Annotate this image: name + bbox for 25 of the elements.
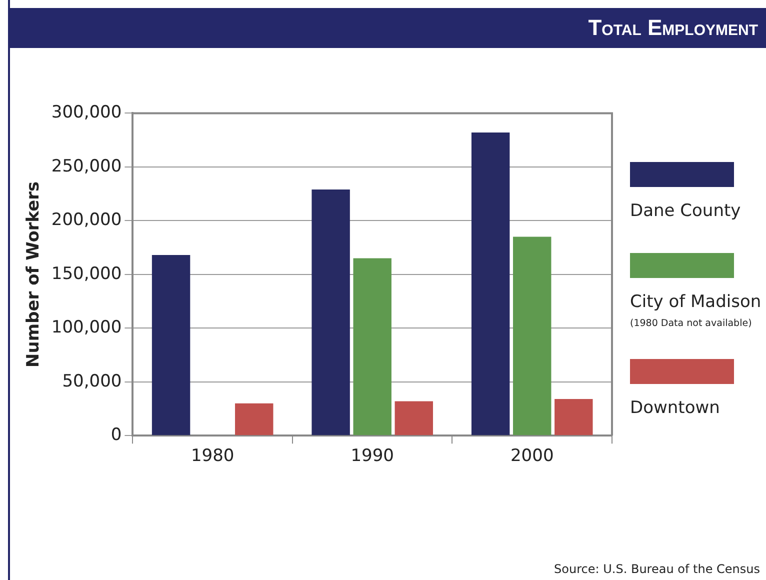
y-tick-label: 150,000 — [51, 264, 122, 284]
bar — [312, 190, 350, 436]
y-tick-label: 50,000 — [62, 371, 122, 392]
x-tick-label: 1990 — [350, 446, 394, 466]
y-tick-label: 100,000 — [51, 318, 122, 338]
bar — [152, 255, 190, 436]
y-tick-label: 250,000 — [51, 156, 122, 176]
bar — [394, 401, 433, 436]
bar — [235, 403, 274, 436]
bar — [471, 132, 510, 436]
y-tick-label: 300,000 — [51, 102, 122, 123]
source-note: Source: U.S. Bureau of the Census — [554, 562, 760, 576]
bar — [554, 399, 593, 436]
bar — [513, 236, 552, 436]
x-tick-label: 1980 — [190, 446, 234, 466]
text: Dane County — [630, 200, 742, 223]
y-axis-title: Number of Workers — [24, 181, 44, 368]
text: City of Madison — [630, 291, 762, 314]
text: Total Employment — [8, 8, 766, 48]
bar — [353, 258, 392, 436]
text: (1980 Data not available) — [630, 318, 753, 329]
text: Downtown — [630, 397, 721, 420]
x-tick-label: 2000 — [510, 446, 554, 466]
y-tick-label: 0 — [110, 425, 122, 446]
y-tick-label: 200,000 — [51, 210, 122, 230]
